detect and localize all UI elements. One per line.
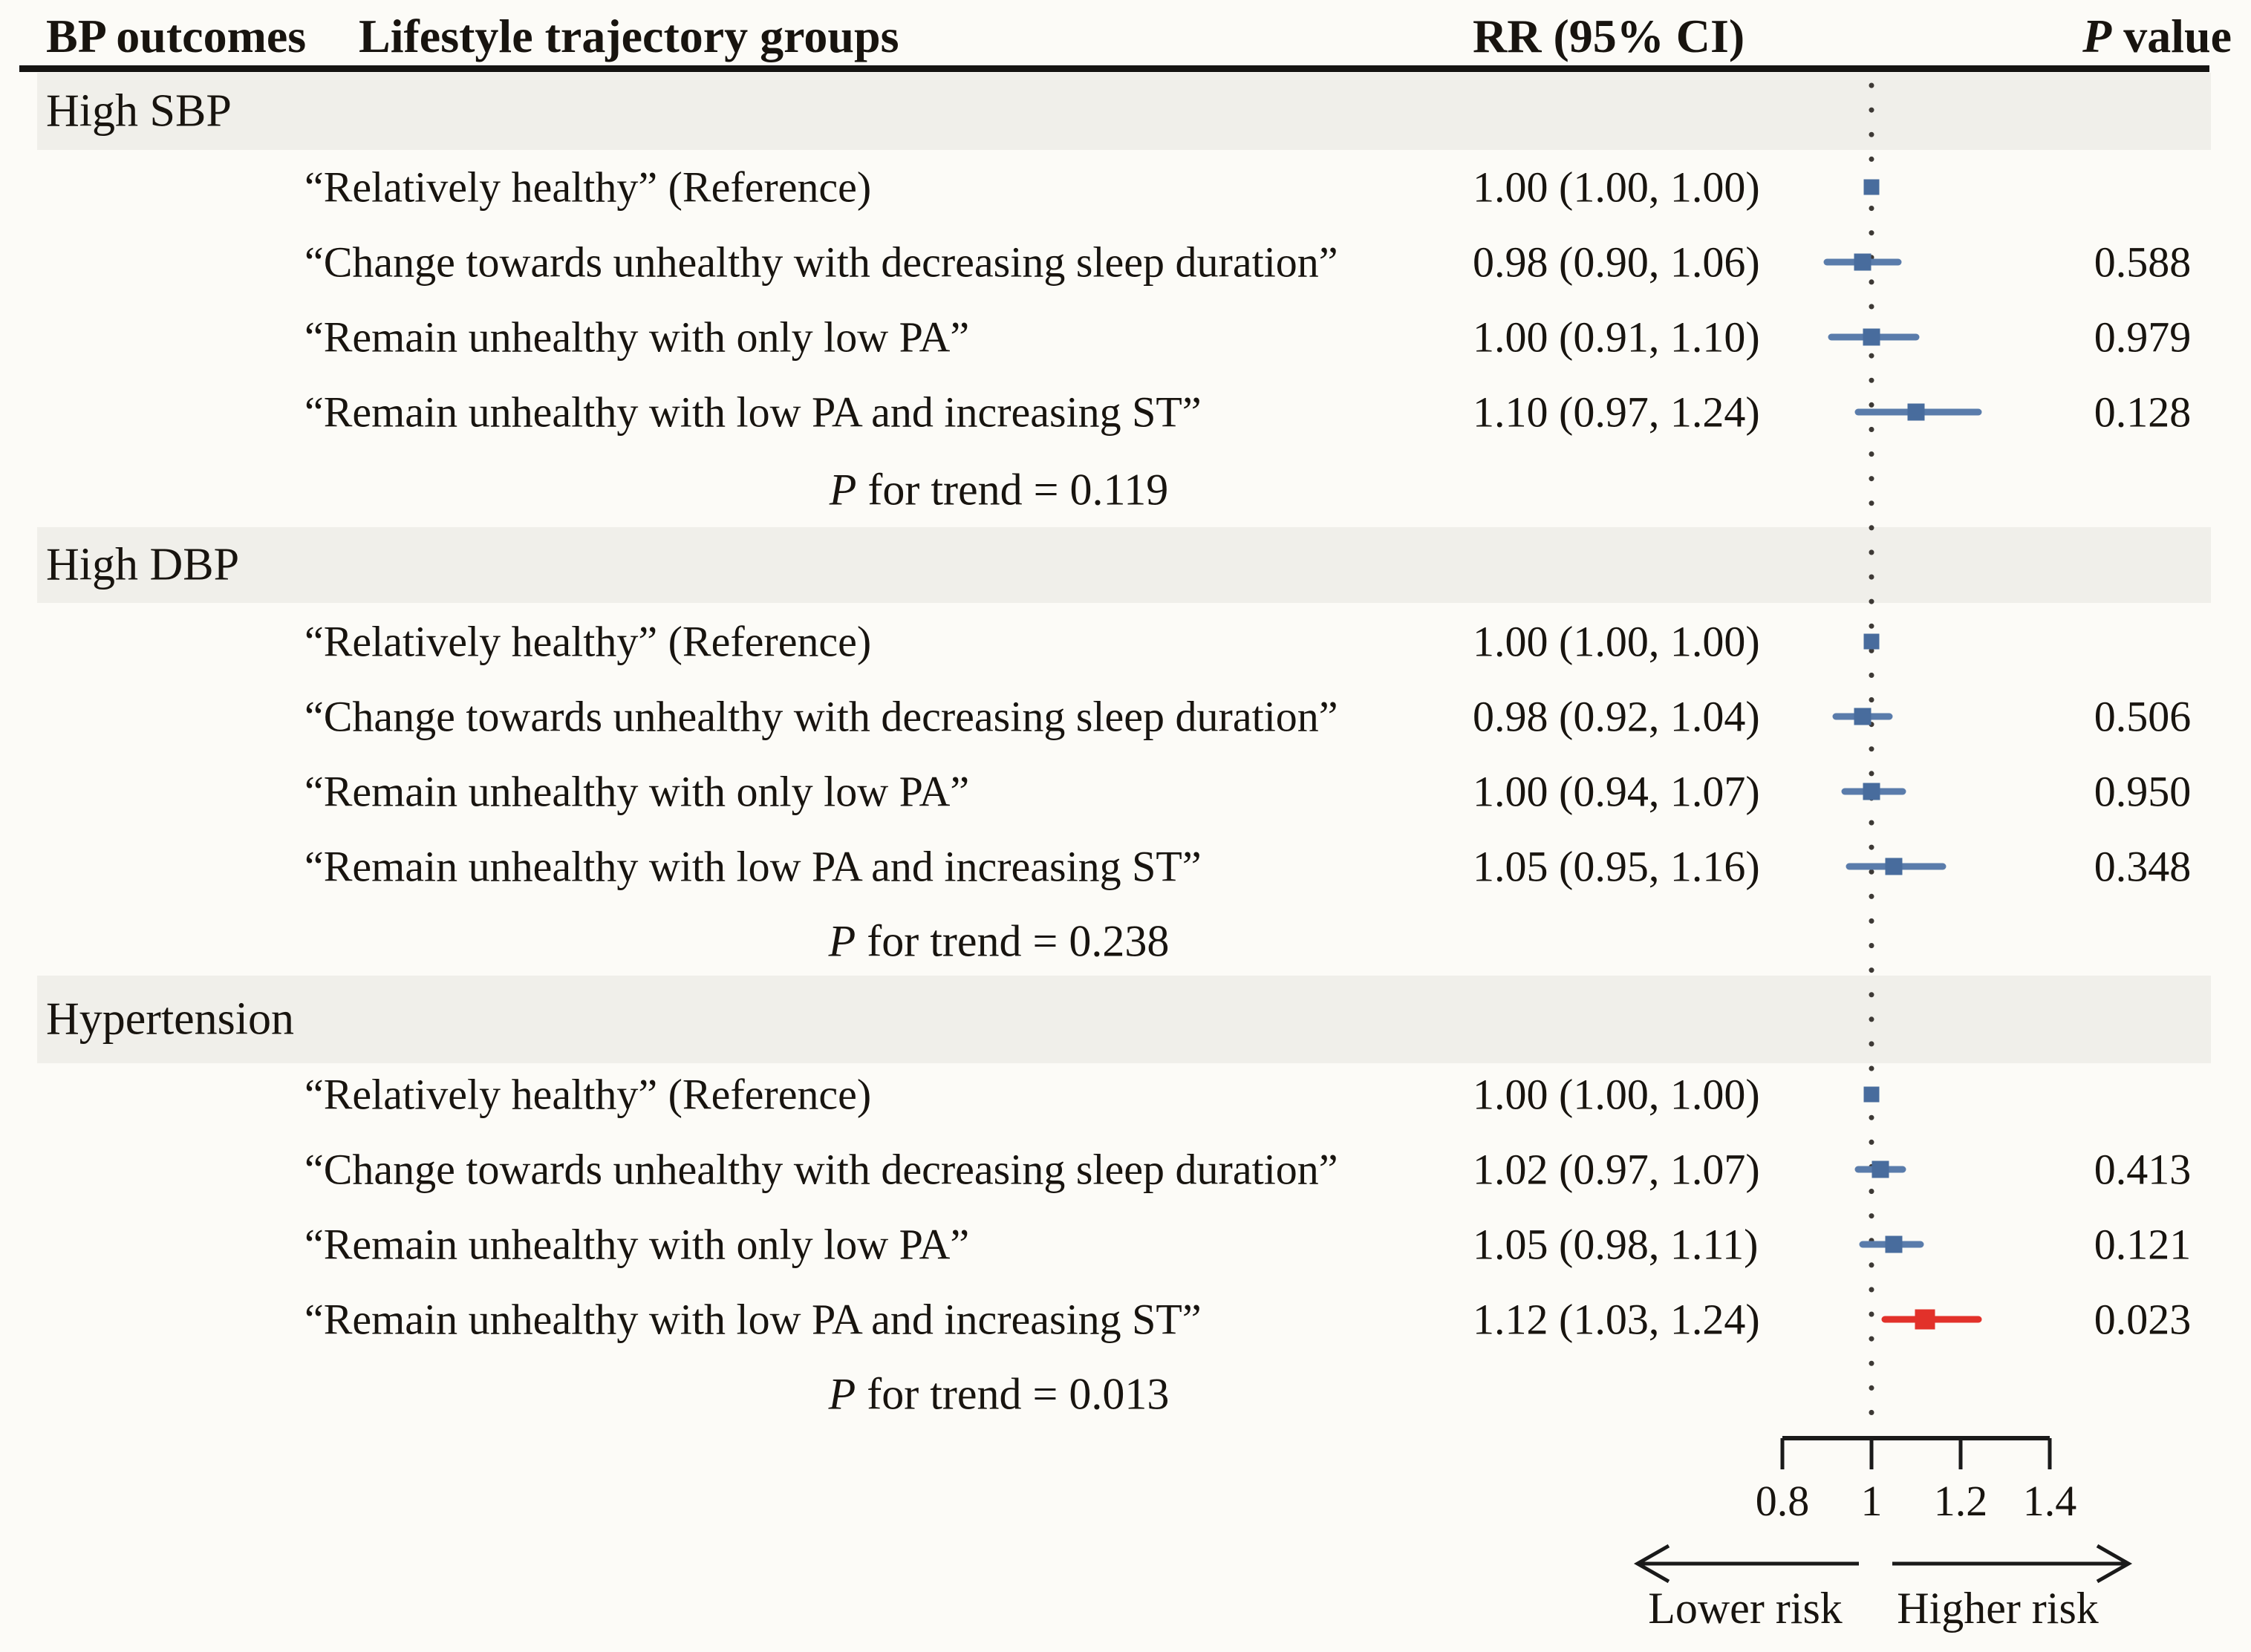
rr-point-marker [1863,328,1880,346]
row-p-value: 0.506 [2094,692,2192,741]
row-label: “Relatively healthy” (Reference) [304,1070,872,1119]
row-label: “Relatively healthy” (Reference) [304,617,872,666]
row-p-value: 0.413 [2094,1145,2192,1194]
column-header-lifestyle-groups: Lifestyle trajectory groups [359,10,899,62]
axis-tick-label: 1 [1860,1477,1883,1525]
row-rr-value: 1.00 (0.91, 1.10) [1473,313,1760,362]
rr-point-marker [1885,858,1903,875]
row-label: “Remain unhealthy with low PA and increa… [304,1295,1202,1344]
row-p-value: 0.588 [2094,238,2192,287]
rr-point-marker [1863,1086,1880,1103]
lower-risk-label: Lower risk [1648,1584,1843,1633]
rr-point-marker [1863,179,1880,195]
row-rr-value: 1.10 (0.97, 1.24) [1473,388,1760,437]
rr-point-marker [1915,1309,1935,1330]
section-band [37,527,2211,603]
column-header-p-value: P value [2079,9,2232,64]
rr-point-marker [1872,1160,1889,1178]
axis-tick-label: 1.4 [2022,1477,2077,1525]
row-label: “Remain unhealthy with only low PA” [304,767,970,816]
row-rr-value: 0.98 (0.90, 1.06) [1473,238,1760,287]
rr-point-marker [1854,253,1872,271]
higher-risk-label: Higher risk [1897,1584,2099,1633]
row-label: “Change towards unhealthy with decreasin… [304,692,1338,741]
p-value-header-rest: value [2111,10,2232,62]
row-label: “Relatively healthy” (Reference) [304,163,872,212]
row-p-value: 0.128 [2094,388,2192,437]
row-label: “Change towards unhealthy with decreasin… [304,238,1338,287]
risk-arrowhead [1633,1544,1670,1584]
row-label: “Change towards unhealthy with decreasin… [304,1145,1338,1194]
row-label: “Remain unhealthy with only low PA” [304,313,970,362]
row-rr-value: 1.00 (1.00, 1.00) [1473,163,1760,212]
p-value-header-italic-p: P [2082,10,2112,62]
row-p-value: 0.348 [2094,842,2192,891]
rr-point-marker [1863,783,1880,800]
section-title: Hypertension [46,993,295,1045]
row-rr-value: 1.12 (1.03, 1.24) [1473,1295,1760,1344]
header-rule [19,65,2209,72]
risk-arrowhead [2096,1544,2133,1584]
row-label: “Remain unhealthy with only low PA” [304,1220,970,1269]
row-rr-value: 1.05 (0.95, 1.16) [1473,842,1760,891]
rr-point-marker [1863,633,1880,650]
row-rr-value: 1.02 (0.97, 1.07) [1473,1145,1760,1194]
column-header-rr-ci: RR (95% CI) [1473,10,1745,62]
section-title: High DBP [46,539,240,590]
rr-point-marker [1907,403,1925,421]
row-p-value: 0.023 [2094,1295,2192,1344]
row-rr-value: 0.98 (0.92, 1.04) [1473,692,1760,741]
row-label: “Remain unhealthy with low PA and increa… [304,842,1202,891]
rr-point-marker [1885,1235,1903,1253]
row-rr-value: 1.00 (0.94, 1.07) [1473,767,1760,816]
row-rr-value: 1.00 (1.00, 1.00) [1473,1070,1760,1119]
row-p-value: 0.950 [2094,767,2192,816]
row-rr-value: 1.00 (1.00, 1.00) [1473,617,1760,666]
section-band [37,73,2211,150]
column-header-bp-outcomes: BP outcomes [46,10,307,62]
axis-tick-label: 1.2 [1933,1477,1988,1525]
section-band [37,976,2211,1063]
row-rr-value: 1.05 (0.98, 1.11) [1473,1220,1759,1269]
rr-point-marker [1854,708,1872,725]
section-title: High SBP [46,85,232,137]
axis-tick-label: 0.8 [1755,1477,1810,1525]
p-for-trend: P for trend = 0.119 [829,465,1169,515]
row-p-value: 0.979 [2094,313,2192,362]
p-for-trend: P for trend = 0.013 [828,1369,1170,1419]
p-for-trend: P for trend = 0.238 [828,916,1170,966]
row-label: “Remain unhealthy with low PA and increa… [304,388,1202,437]
row-p-value: 0.121 [2094,1220,2192,1269]
